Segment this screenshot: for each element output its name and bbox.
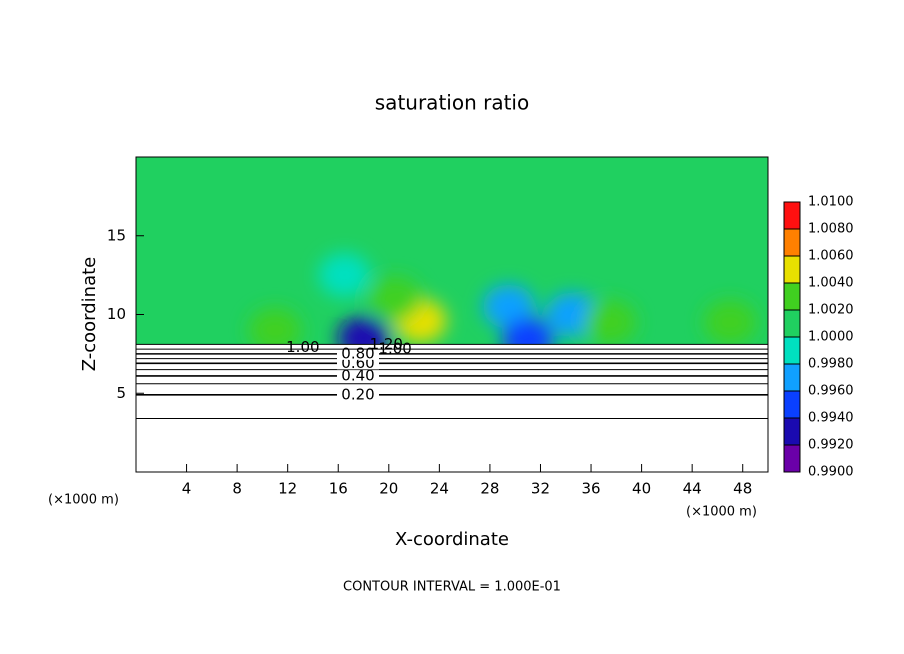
colorbar-segment (784, 202, 800, 229)
colorbar-tick-label: 1.0100 (808, 195, 854, 210)
x-unit: (×1000 m) (686, 505, 757, 520)
plot-area: 0.200.400.600.801.00 1.201.00 (136, 157, 768, 472)
contour-label-bg (337, 357, 379, 370)
field-patch (318, 253, 371, 298)
colorbar-segment (784, 283, 800, 310)
field-patch (704, 300, 757, 345)
x-tick-label: 28 (480, 480, 499, 498)
x-tick-label: 16 (329, 480, 348, 498)
y-tick-label: 15 (107, 226, 126, 244)
colorbar-segment (784, 418, 800, 445)
y-tick-label: 5 (116, 384, 126, 402)
x-tick-label: 40 (632, 480, 651, 498)
colorbar-segment (784, 256, 800, 283)
contour-label: 0.40 (341, 366, 374, 384)
colorbar-tick-label: 1.0020 (808, 303, 854, 318)
x-axis-label: X-coordinate (395, 529, 509, 550)
colorbar-segment (784, 337, 800, 364)
colorbar-tick-label: 0.9940 (808, 411, 854, 426)
colorbar-segment (784, 364, 800, 391)
y-unit: (×1000 m) (48, 493, 119, 508)
colorbar-tick-label: 0.9920 (808, 438, 854, 453)
contour-label-bg (337, 369, 379, 382)
colorbar-tick-label: 1.0040 (808, 276, 854, 291)
x-tick-label: 44 (683, 480, 702, 498)
x-tick-label: 48 (733, 480, 752, 498)
colorbar-segment (784, 391, 800, 418)
contour-label: 1.00 (378, 340, 411, 358)
colorbar-tick-label: 0.9960 (808, 384, 854, 399)
colorbar-segment (784, 310, 800, 337)
x-tick-label: 12 (278, 480, 297, 498)
y-tick-label: 10 (107, 305, 126, 323)
colorbar-tick-label: 1.0060 (808, 249, 854, 264)
x-tick-label: 20 (379, 480, 398, 498)
colorbar-tick-label: 0.9980 (808, 357, 854, 372)
contour-label: 0.20 (341, 385, 374, 403)
field-patches (249, 253, 757, 362)
contour-label: 1.00 (286, 338, 319, 356)
contour-label: 1.20 (370, 335, 403, 353)
x-tick-label: 24 (430, 480, 449, 498)
x-tick-label: 4 (182, 480, 192, 498)
field-patch (369, 276, 422, 321)
y-axis-label: Z-coordinate (79, 257, 100, 372)
x-tick-label: 8 (232, 480, 242, 498)
colorbar-tick-label: 0.9900 (808, 465, 854, 480)
colorbar-tick-label: 1.0000 (808, 330, 854, 345)
contour-label-bg (337, 388, 379, 401)
footnote: CONTOUR INTERVAL = 1.000E-01 (343, 580, 561, 595)
colorbar-segment (784, 445, 800, 472)
x-tick-label: 36 (581, 480, 600, 498)
colorbar-segment (784, 229, 800, 256)
chart-title: saturation ratio (375, 91, 529, 115)
unshaded-region (136, 344, 768, 472)
x-tick-label: 32 (531, 480, 550, 498)
contour-label-bg (337, 347, 379, 360)
field-patch (584, 300, 636, 345)
colorbar-tick-label: 1.0080 (808, 222, 854, 237)
field-patch (249, 308, 302, 353)
field-patch (482, 284, 535, 329)
